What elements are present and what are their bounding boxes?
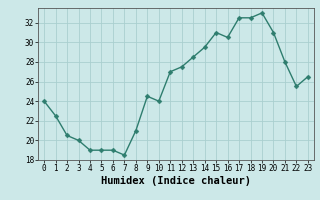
X-axis label: Humidex (Indice chaleur): Humidex (Indice chaleur) <box>101 176 251 186</box>
